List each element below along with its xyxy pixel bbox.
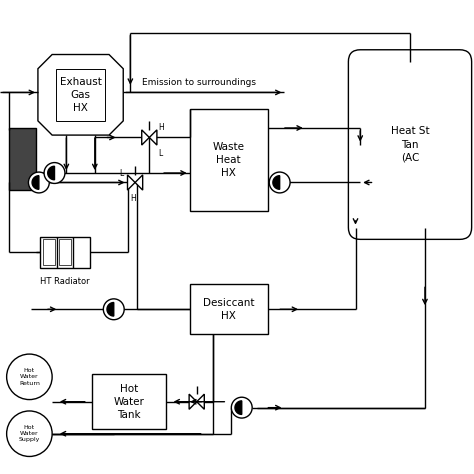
Circle shape [269,172,290,193]
Circle shape [7,354,52,400]
Bar [59,239,71,265]
Text: Desiccant
HX: Desiccant HX [203,298,255,321]
Text: Emission to surroundings: Emission to surroundings [142,78,256,87]
Text: H: H [158,123,164,132]
Polygon shape [189,394,197,409]
Polygon shape [32,176,39,189]
Text: L: L [119,169,123,178]
Text: HT Radiator: HT Radiator [40,277,90,286]
Polygon shape [149,130,157,145]
Bar [40,237,90,268]
Circle shape [44,163,65,183]
Text: Exhaust
Gas
HX: Exhaust Gas HX [60,77,101,113]
Bar [43,239,55,265]
Text: H: H [130,194,136,203]
Circle shape [28,172,49,193]
Circle shape [103,299,124,320]
Polygon shape [235,401,242,414]
Text: Hot
Water
Return: Hot Water Return [19,368,40,385]
Text: Heat St
Tan
(AC: Heat St Tan (AC [391,127,429,163]
Polygon shape [197,394,204,409]
Circle shape [7,411,52,456]
Bar [190,284,268,334]
Polygon shape [38,55,123,135]
FancyBboxPatch shape [348,50,472,239]
Text: Hot
Water
Supply: Hot Water Supply [18,425,40,442]
Polygon shape [135,175,143,190]
Bar [190,109,268,211]
Text: Hot
Water
Tank: Hot Water Tank [114,383,145,420]
Polygon shape [273,176,280,189]
Polygon shape [142,130,149,145]
Bar [56,69,105,121]
Circle shape [231,397,252,418]
Polygon shape [128,175,135,190]
Polygon shape [48,166,55,180]
Text: L: L [158,149,162,158]
Text: Waste
Heat
HX: Waste Heat HX [213,142,245,178]
Bar [92,374,166,429]
Bar [9,128,36,190]
Polygon shape [107,302,114,316]
